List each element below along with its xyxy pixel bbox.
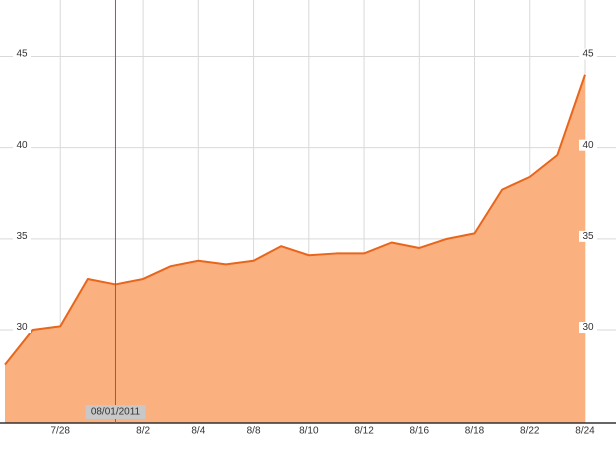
- y-tick-label-bg: [13, 139, 31, 151]
- y-tick-label: 45: [16, 49, 28, 60]
- x-tick-label: 8/16: [410, 426, 430, 437]
- y-tick-label: 30: [582, 322, 594, 333]
- y-tick-label-bg: [579, 230, 597, 242]
- y-tick-label: 40: [582, 140, 594, 151]
- line: [4, 74, 586, 366]
- y-tick-label: 30: [16, 322, 28, 333]
- labels: 30 30 35 35 40 40 45 45 7/28 8/2 8/4 8/8 8/10 8/12 8/1…: [0, 0, 616, 437]
- x-tick-label: 8/24: [575, 426, 595, 437]
- plot: [4, 74, 586, 424]
- y-tick-label-bg: [579, 48, 597, 60]
- y-tick-label-bg: [579, 322, 597, 334]
- x-tick-label: 8/4: [191, 426, 205, 437]
- crosshair-label: 08/01/2011: [91, 407, 141, 418]
- area: [5, 74, 585, 424]
- y-tick-label: 45: [582, 49, 594, 60]
- x-tick-label: 8/2: [136, 426, 150, 437]
- y-tick-label-bg: [579, 139, 597, 151]
- x-tick-label: 8/22: [520, 426, 540, 437]
- x-tick-label: 8/8: [247, 426, 261, 437]
- x-tick-label: 7/28: [51, 426, 71, 437]
- y-tick-label: 35: [582, 231, 594, 242]
- y-tick-label: 35: [16, 231, 28, 242]
- y-tick-label: 40: [16, 140, 28, 151]
- x-tick-label: 8/12: [354, 426, 374, 437]
- crosshair-label-bg: [85, 405, 146, 419]
- x-tick-label: 8/10: [299, 426, 319, 437]
- y-tick-label-bg: [13, 48, 31, 60]
- x-tick-label: 8/18: [465, 426, 485, 437]
- y-tick-label-bg: [13, 230, 31, 242]
- y-tick-label-bg: [13, 322, 31, 334]
